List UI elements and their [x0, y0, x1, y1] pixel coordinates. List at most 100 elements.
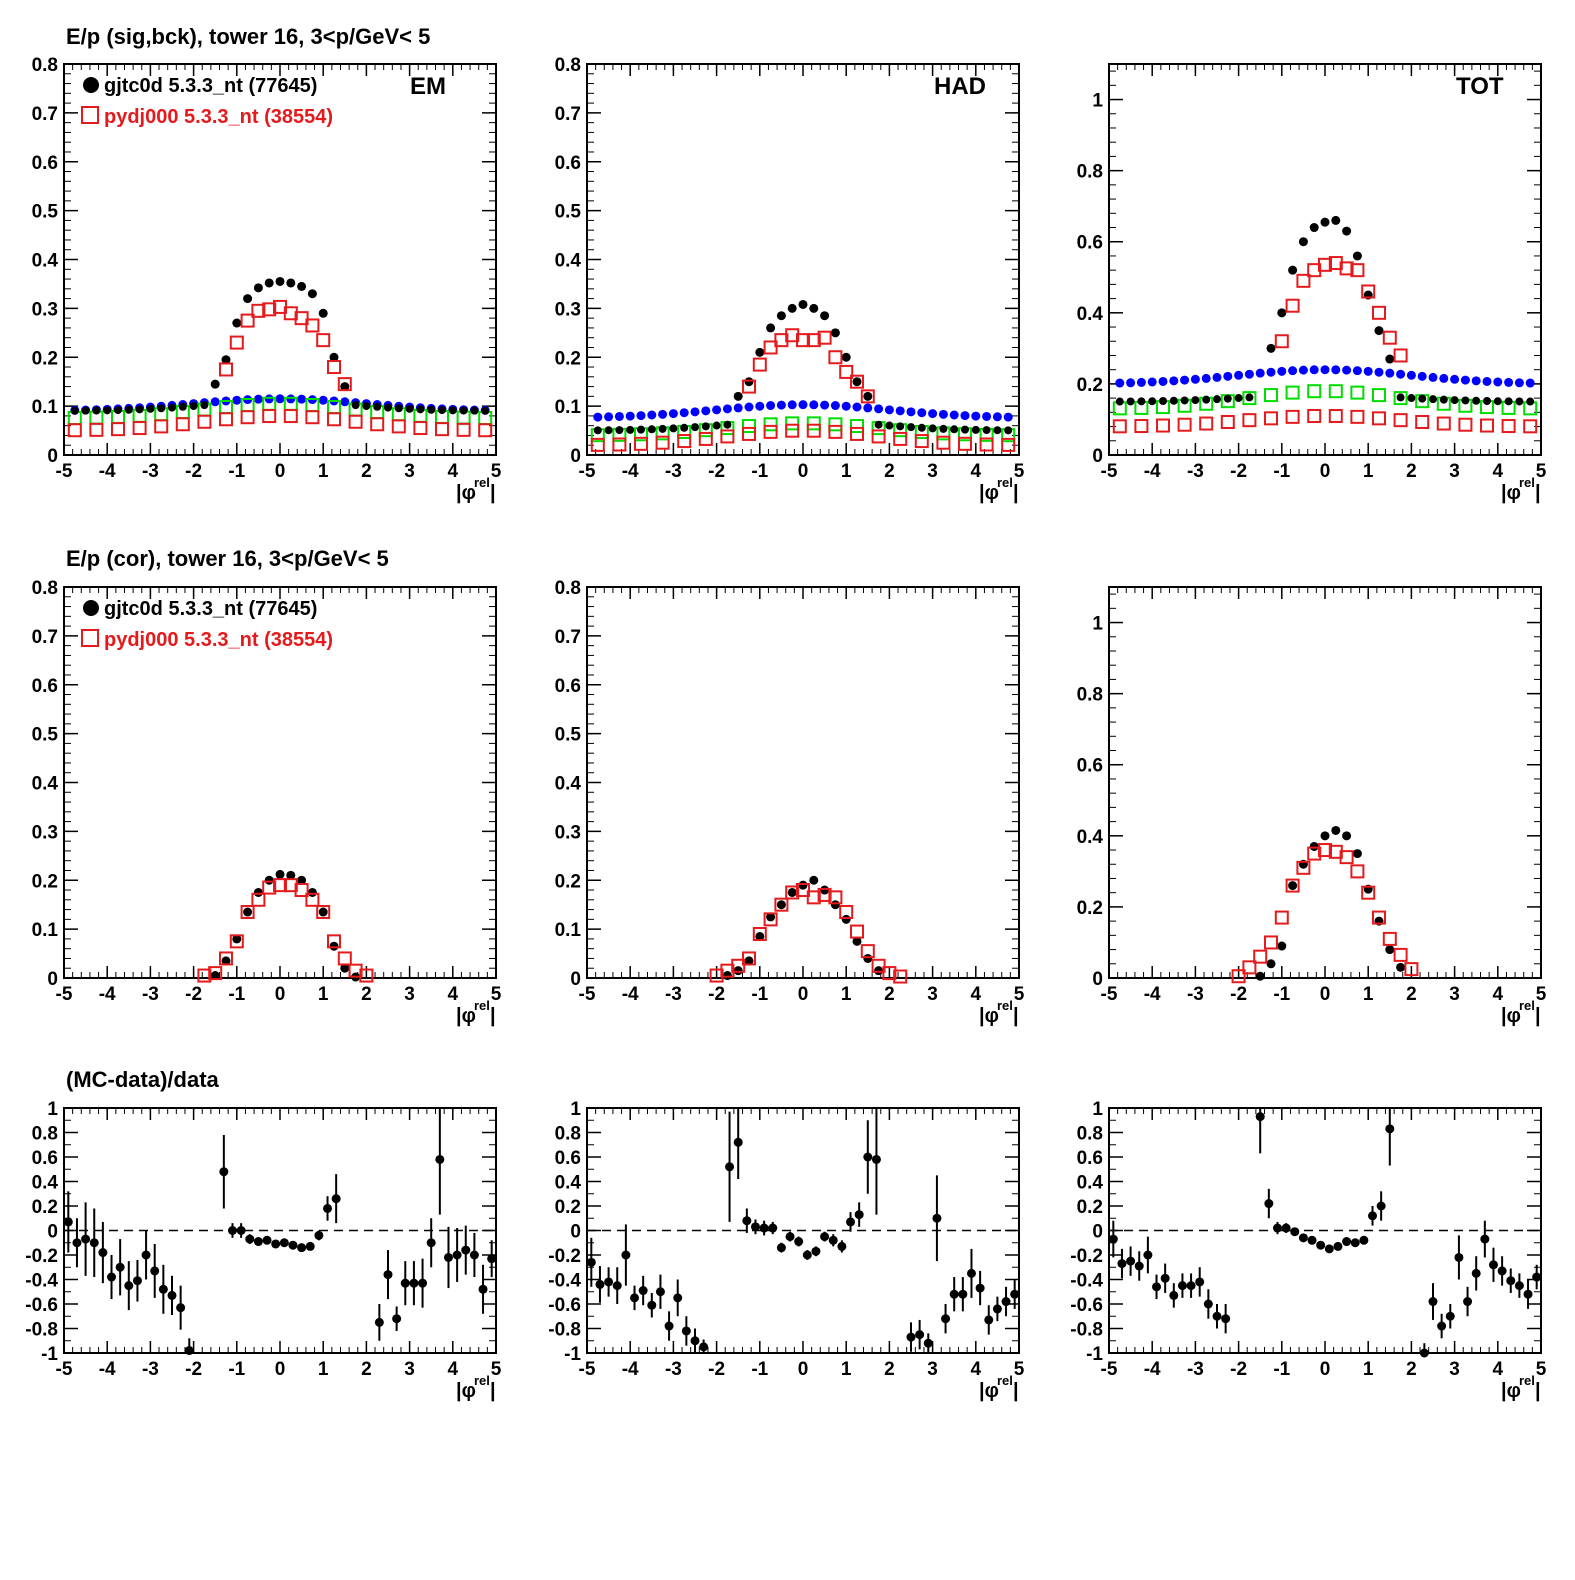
mc-point: [305, 892, 320, 907]
mc-tail-point: [154, 419, 169, 434]
mc-point: [240, 905, 255, 920]
mc-point: [327, 360, 341, 375]
mc-point: [752, 357, 767, 372]
data-bck-point: [690, 407, 700, 417]
y-tick-label: 0.2: [32, 871, 58, 892]
mc-bck-point: [1328, 384, 1343, 399]
data-tail-point: [691, 423, 699, 432]
mc-tail-point: [1350, 409, 1365, 424]
x-tick-label: 3: [404, 461, 415, 482]
ratio-point: [923, 1338, 933, 1348]
ratio-point: [984, 1315, 994, 1325]
ratio-point: [98, 1248, 108, 1258]
mc-point: [273, 878, 287, 893]
panel-tot_ratio: -5 -4 -3 -2 -1 0 1 2 3 4 5 -1 -0.8 -0.6 -0.4 -0.2 0 0.2 0.…: [1070, 1099, 1546, 1402]
y-tick-label: 0.1: [555, 397, 582, 418]
x-tick-label: 2: [1406, 984, 1417, 1005]
x-axis-label-sup: rel: [1519, 1373, 1535, 1388]
legend-mc-marker: [81, 106, 99, 124]
data-tail-point: [896, 422, 905, 431]
ratio-point: [1350, 1238, 1360, 1248]
mc-tail-point: [958, 436, 972, 451]
data-point: [1298, 237, 1308, 247]
y-tick-label: 0: [1092, 1222, 1103, 1243]
data-tail-point: [351, 401, 360, 410]
data-bck-point: [1288, 366, 1298, 376]
data-tail-point: [604, 426, 613, 435]
data-tail-point: [1396, 393, 1405, 402]
mc-bck-point: [1372, 388, 1386, 403]
data-bck-point: [264, 394, 274, 404]
mc-point: [774, 897, 789, 912]
mc-tail-point: [348, 414, 363, 429]
x-tick-label: -3: [1187, 984, 1204, 1005]
axes-frame: [586, 63, 1020, 456]
x-tick-label: -1: [751, 984, 768, 1005]
ratio-point: [107, 1272, 117, 1282]
ratio-point: [932, 1213, 942, 1223]
data-point: [776, 311, 786, 321]
ratio-point: [1316, 1240, 1326, 1250]
data-point: [820, 885, 830, 895]
ratio-point: [586, 1257, 596, 1267]
y-tick-label: 0.1: [32, 920, 59, 941]
data-bck-point: [1482, 376, 1492, 386]
mc-tail-point: [1328, 409, 1343, 424]
mc-point: [348, 963, 363, 978]
data-bck-point: [992, 412, 1002, 422]
mc-point: [262, 880, 277, 895]
data-point: [1255, 971, 1265, 981]
x-tick-label: 2: [1406, 461, 1417, 482]
data-tail-point: [626, 425, 635, 434]
ratio-point: [647, 1300, 657, 1310]
data-tail-point: [961, 425, 969, 434]
data-bck-point: [1385, 368, 1395, 378]
ratio-point: [245, 1234, 255, 1244]
data-point: [1331, 825, 1341, 835]
ratio-point: [1143, 1250, 1153, 1260]
mc-bck-point: [828, 417, 843, 432]
x-axis-label-close: |: [490, 482, 496, 504]
mc-point: [1307, 846, 1322, 861]
ratio-point: [288, 1240, 298, 1250]
mc-tail-point: [435, 422, 449, 437]
mc-point: [871, 958, 886, 973]
y-tick-label: 0.7: [555, 104, 581, 125]
data-bck-point: [1428, 372, 1438, 382]
x-axis-label-sup: rel: [997, 475, 1013, 490]
x-tick-label: -4: [99, 984, 116, 1005]
data-point: [318, 308, 328, 318]
x-tick-label: -5: [579, 984, 596, 1005]
mc-bck-point: [742, 419, 756, 434]
y-tick-label: 0.8: [1077, 685, 1103, 706]
ratio-point: [63, 1217, 73, 1227]
ratio-point: [236, 1226, 246, 1235]
y-tick-label: 0.1: [555, 920, 582, 941]
x-tick-label: 2: [361, 1359, 372, 1380]
mc-tail-point: [1480, 418, 1494, 433]
x-tick-label: -3: [665, 984, 682, 1005]
ratio-point: [418, 1278, 428, 1288]
ratio-point: [690, 1336, 700, 1346]
data-bck-point: [906, 407, 916, 417]
y-tick-label: 0.6: [32, 676, 58, 697]
ratio-point: [271, 1239, 281, 1249]
y-tick-label: -1: [1086, 1344, 1103, 1365]
y-tick-label: 0.8: [32, 1124, 58, 1145]
mc-point: [294, 883, 309, 898]
mc-tail-point: [175, 417, 190, 432]
mc-point: [709, 968, 724, 983]
x-tick-label: -1: [751, 1359, 768, 1380]
data-bck-point: [917, 408, 927, 418]
data-point: [1385, 354, 1395, 364]
data-point: [329, 352, 339, 362]
y-tick-label: -0.4: [1070, 1271, 1103, 1292]
y-tick-label: 0.6: [555, 1148, 581, 1169]
y-tick-label: 0.6: [1077, 1148, 1103, 1169]
y-tick-label: 0.2: [32, 1197, 58, 1218]
x-axis-label: |φ: [979, 1005, 999, 1027]
data-bck-point: [787, 400, 797, 410]
ratio-point: [383, 1270, 393, 1280]
data-point: [243, 907, 253, 917]
data-point: [243, 294, 253, 304]
